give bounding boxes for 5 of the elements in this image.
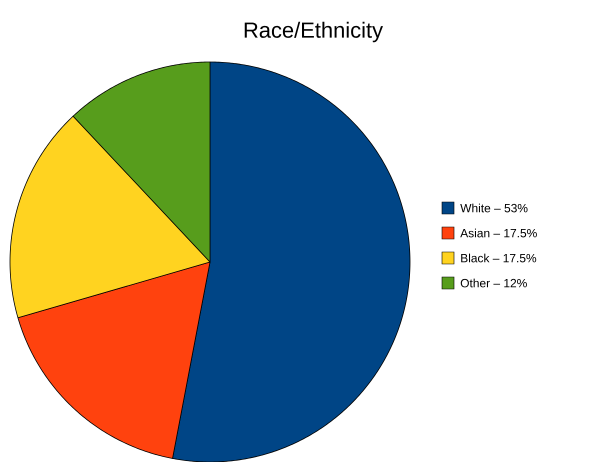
legend-label: White – 53% xyxy=(460,203,528,212)
chart-title: Race/Ethnicity xyxy=(244,22,383,42)
legend-label: Asian – 17.5% xyxy=(460,228,537,238)
legend-label: Black – 17.5% xyxy=(461,253,536,262)
legend-label: Other – 12% xyxy=(460,278,527,288)
